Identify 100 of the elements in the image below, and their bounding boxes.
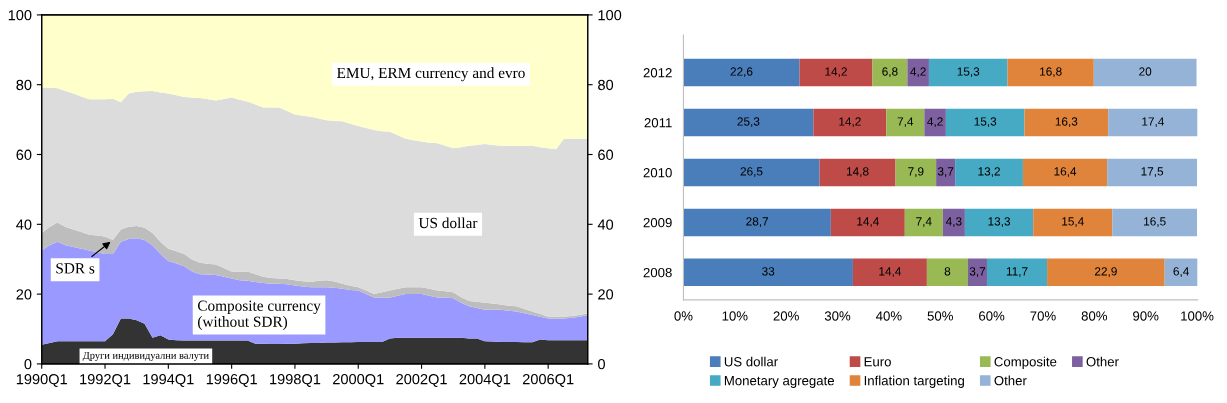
- y2-tick-label: 20: [598, 289, 614, 300]
- data-label: 16,8: [1040, 67, 1062, 78]
- bar: [1107, 158, 1198, 187]
- data-label: 3,7: [969, 267, 986, 277]
- data-label: 15,3: [957, 67, 980, 78]
- data-label: 4,2: [927, 117, 943, 128]
- bar: [1033, 208, 1113, 237]
- legend-label: Other: [994, 375, 1027, 386]
- series-label: Други индивидуални валути: [82, 351, 209, 361]
- bar: [924, 108, 946, 137]
- y2-tick-label: 60: [598, 149, 614, 160]
- bar: [945, 108, 1025, 137]
- y-tick-label: 60: [16, 149, 32, 160]
- bar: [895, 158, 937, 187]
- data-label: 22,9: [1094, 267, 1117, 277]
- x-tick-label: 2004Q1: [459, 374, 511, 387]
- bar: [799, 58, 873, 87]
- legend-label: Monetary agregate: [724, 376, 834, 388]
- x-tick-label: 1994Q1: [143, 374, 194, 387]
- data-label: 14,2: [825, 67, 847, 78]
- x-tick-label: 2006Q1: [522, 374, 574, 387]
- bar: [955, 158, 1023, 187]
- bar: [964, 208, 1034, 237]
- x-tick-label: 60%: [979, 311, 1005, 321]
- data-label: 17,4: [1142, 117, 1165, 128]
- data-label: 33: [762, 267, 775, 276]
- y-tick-label: 100: [8, 10, 32, 21]
- bar: [872, 58, 908, 87]
- bar: [1007, 58, 1094, 87]
- y2-tick-label: 80: [598, 79, 614, 91]
- data-label: 13,2: [978, 167, 1000, 178]
- bar: [1022, 158, 1108, 187]
- data-label: 28,7: [746, 217, 769, 227]
- data-label: 8: [944, 267, 951, 276]
- y-tick-label: 2008: [643, 267, 672, 278]
- bar: [1164, 258, 1198, 287]
- bar: [936, 158, 956, 187]
- data-label: 4,3: [945, 217, 962, 227]
- x-tick-label: 20%: [773, 311, 799, 321]
- bar: [967, 258, 987, 287]
- x-tick-label: 30%: [824, 311, 851, 321]
- bar: [1112, 208, 1198, 237]
- legend-label: Composite: [994, 356, 1057, 370]
- bar: [1024, 108, 1109, 137]
- series-label: SDR s: [56, 263, 95, 274]
- data-label: 14,8: [846, 167, 869, 178]
- data-label: 3,7: [937, 167, 954, 178]
- y-tick-label: 2011: [644, 118, 672, 128]
- data-label: 16,5: [1144, 217, 1166, 227]
- y-tick-label: 2009: [643, 217, 672, 228]
- data-label: 15,3: [974, 117, 997, 128]
- x-tick-label: 10%: [722, 311, 748, 321]
- data-label: 16,3: [1055, 117, 1078, 128]
- bar: [926, 258, 968, 287]
- data-label: 14,4: [879, 267, 902, 277]
- y-tick-label: 40: [16, 219, 32, 230]
- y2-tick-label: 40: [597, 219, 614, 230]
- data-label: 26,5: [740, 167, 763, 178]
- series-label: EMU, ERM currency and evro: [337, 67, 525, 82]
- x-tick-label: 0%: [674, 311, 693, 321]
- data-label: 6,4: [1173, 267, 1189, 277]
- x-tick-label: 1996Q1: [206, 374, 257, 387]
- x-tick-label: 1992Q1: [80, 374, 131, 387]
- x-tick-label: 2002Q1: [396, 374, 447, 387]
- bar: [683, 208, 831, 237]
- data-label: 22,6: [730, 67, 753, 78]
- legend-label: Inflation targeting: [864, 375, 964, 388]
- x-tick-label: 80%: [1081, 311, 1108, 321]
- data-label: 14,2: [839, 117, 861, 128]
- bar: [683, 58, 800, 87]
- data-label: 20: [1139, 67, 1152, 76]
- bar: [904, 208, 943, 237]
- data-label: 7,9: [908, 167, 924, 178]
- x-tick-label: 1990Q1: [16, 374, 67, 387]
- data-label: 17,5: [1141, 167, 1164, 178]
- data-label: 14,4: [857, 217, 879, 227]
- y-tick-label: 2010: [643, 168, 672, 178]
- data-label: 13,3: [988, 217, 1011, 227]
- legend-label: Other: [1086, 356, 1119, 367]
- legend-label: US dollar: [724, 356, 778, 367]
- bar: [986, 258, 1048, 287]
- y-tick-label: 0: [24, 359, 32, 370]
- bar: [813, 108, 887, 137]
- x-tick-label: 90%: [1133, 311, 1159, 321]
- bar: [1093, 58, 1197, 87]
- data-label: 16,4: [1054, 167, 1077, 178]
- bar: [852, 258, 927, 287]
- y2-tick-label: 0: [598, 359, 605, 370]
- y-tick-label: 80: [16, 79, 32, 91]
- bar: [830, 208, 905, 237]
- bar: [683, 158, 820, 187]
- series-label: Composite currency (without SDR): [197, 300, 321, 330]
- x-tick-label: 40%: [875, 311, 902, 321]
- data-label: 11,7: [1006, 267, 1028, 277]
- data-label: 25,3: [737, 117, 760, 128]
- data-label: 15,4: [1062, 217, 1084, 227]
- data-label: 7,4: [916, 217, 932, 227]
- bar: [1108, 108, 1198, 137]
- bar: [942, 208, 965, 237]
- bar: [683, 108, 814, 137]
